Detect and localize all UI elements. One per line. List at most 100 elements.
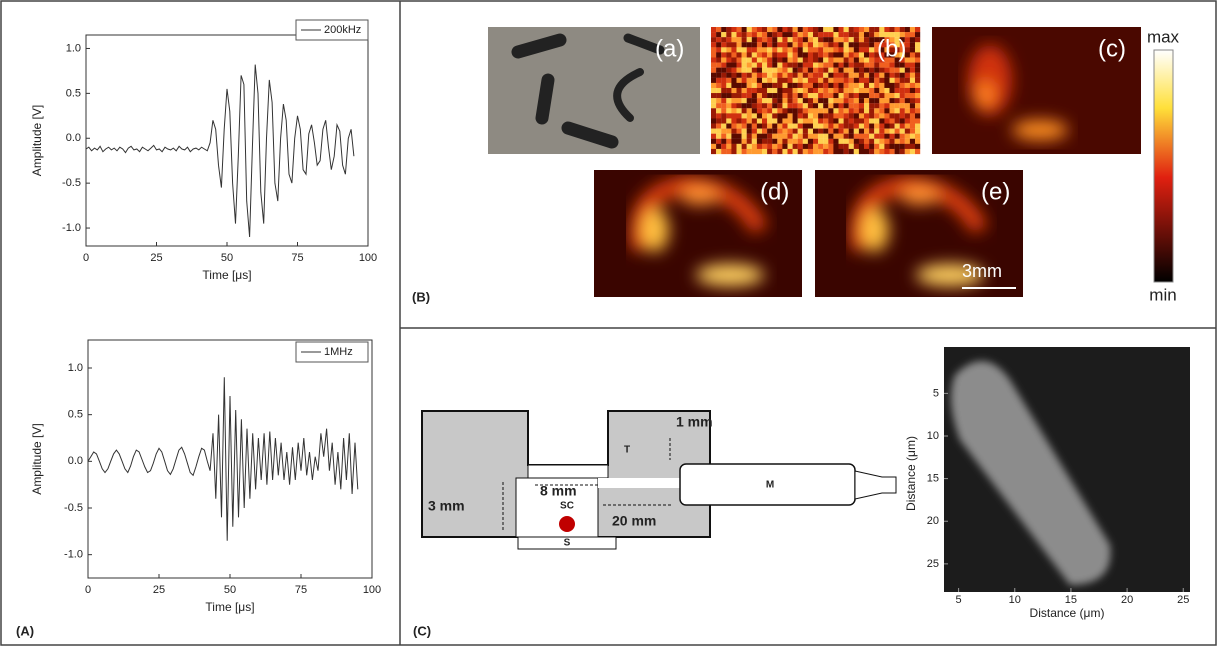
noise-pixel — [762, 42, 767, 47]
noise-pixel — [864, 42, 869, 47]
noise-pixel — [839, 68, 844, 73]
noise-pixel — [915, 144, 920, 149]
noise-pixel — [864, 27, 869, 32]
noise-pixel — [798, 78, 803, 83]
noise-pixel — [711, 47, 716, 52]
noise-pixel — [844, 124, 849, 129]
sample — [559, 516, 575, 532]
noise-pixel — [818, 124, 823, 129]
noise-pixel — [742, 134, 747, 139]
x-tick-label: 50 — [224, 584, 236, 596]
noise-pixel — [803, 42, 808, 47]
noise-pixel — [808, 93, 813, 98]
noise-pixel — [762, 27, 767, 32]
y-tick-label: -0.5 — [64, 502, 83, 514]
noise-pixel — [839, 134, 844, 139]
noise-pixel — [742, 129, 747, 134]
noise-pixel — [757, 73, 762, 78]
noise-pixel — [818, 83, 823, 88]
noise-pixel — [854, 68, 859, 73]
noise-pixel — [803, 47, 808, 52]
noise-pixel — [737, 144, 742, 149]
noise-pixel — [859, 103, 864, 108]
noise-pixel — [798, 37, 803, 42]
noise-pixel — [772, 113, 777, 118]
noise-pixel — [731, 42, 736, 47]
noise-pixel — [854, 144, 859, 149]
noise-pixel — [869, 108, 874, 113]
noise-pixel — [900, 108, 905, 113]
noise-pixel — [731, 68, 736, 73]
noise-pixel — [803, 52, 808, 57]
noise-pixel — [711, 129, 716, 134]
noise-pixel — [828, 129, 833, 134]
noise-pixel — [849, 37, 854, 42]
noise-pixel — [757, 108, 762, 113]
noise-pixel — [905, 113, 910, 118]
noise-pixel — [869, 57, 874, 62]
noise-pixel — [767, 149, 772, 154]
noise-pixel — [828, 52, 833, 57]
noise-pixel — [900, 98, 905, 103]
noise-pixel — [782, 98, 787, 103]
noise-pixel — [782, 134, 787, 139]
noise-pixel — [772, 139, 777, 144]
noise-pixel — [910, 139, 915, 144]
noise-pixel — [823, 57, 828, 62]
noise-pixel — [798, 27, 803, 32]
noise-pixel — [726, 134, 731, 139]
noise-pixel — [793, 129, 798, 134]
noise-pixel — [910, 98, 915, 103]
dimension-label: 20 mm — [612, 513, 656, 529]
noise-pixel — [818, 27, 823, 32]
noise-pixel — [803, 83, 808, 88]
noise-pixel — [731, 78, 736, 83]
noise-pixel — [757, 88, 762, 93]
noise-pixel — [788, 129, 793, 134]
noise-pixel — [798, 93, 803, 98]
noise-pixel — [747, 63, 752, 68]
noise-pixel — [721, 63, 726, 68]
noise-pixel — [839, 27, 844, 32]
noise-pixel — [711, 113, 716, 118]
noise-pixel — [711, 42, 716, 47]
noise-pixel — [900, 73, 905, 78]
noise-pixel — [782, 93, 787, 98]
image-label: (b) — [877, 35, 906, 62]
noise-pixel — [900, 83, 905, 88]
noise-pixel — [823, 83, 828, 88]
noise-pixel — [833, 57, 838, 62]
noise-pixel — [874, 134, 879, 139]
noise-pixel — [747, 42, 752, 47]
noise-pixel — [716, 32, 721, 37]
noise-pixel — [813, 83, 818, 88]
noise-pixel — [788, 88, 793, 93]
noise-pixel — [788, 149, 793, 154]
noise-pixel — [833, 73, 838, 78]
noise-pixel — [726, 47, 731, 52]
noise-pixel — [854, 88, 859, 93]
noise-pixel — [859, 57, 864, 62]
noise-pixel — [793, 32, 798, 37]
noise-pixel — [859, 134, 864, 139]
x-tick-label: 10 — [1009, 594, 1021, 606]
x-tick-label: 75 — [295, 584, 307, 596]
noise-pixel — [716, 68, 721, 73]
noise-pixel — [895, 83, 900, 88]
noise-pixel — [884, 93, 889, 98]
noise-pixel — [762, 124, 767, 129]
noise-pixel — [777, 93, 782, 98]
noise-pixel — [808, 73, 813, 78]
noise-pixel — [711, 32, 716, 37]
noise-pixel — [874, 83, 879, 88]
noise-pixel — [772, 93, 777, 98]
noise-pixel — [833, 108, 838, 113]
noise-pixel — [767, 37, 772, 42]
noise-pixel — [731, 88, 736, 93]
noise-pixel — [742, 63, 747, 68]
x-tick-label: 100 — [363, 584, 381, 596]
noise-pixel — [910, 144, 915, 149]
noise-pixel — [859, 37, 864, 42]
noise-pixel — [777, 98, 782, 103]
noise-pixel — [777, 52, 782, 57]
